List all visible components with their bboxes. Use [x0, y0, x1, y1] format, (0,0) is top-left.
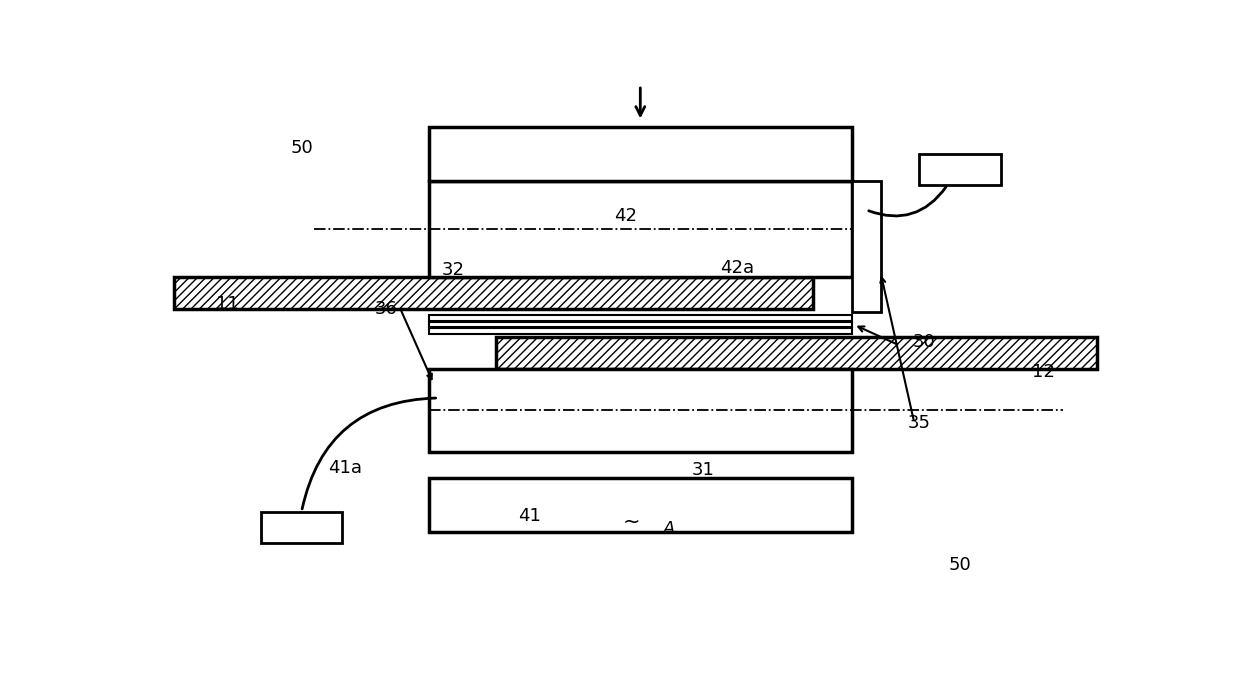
Text: 50: 50 — [290, 140, 314, 157]
Text: 42: 42 — [614, 207, 637, 225]
Bar — [174, 277, 813, 309]
Bar — [429, 127, 852, 181]
Bar — [429, 315, 852, 321]
Bar — [429, 478, 852, 532]
Text: A: A — [663, 520, 676, 538]
Bar — [496, 337, 1096, 369]
Bar — [852, 181, 880, 312]
Text: 41a: 41a — [329, 459, 362, 477]
Text: ~: ~ — [622, 512, 640, 532]
Bar — [260, 512, 342, 543]
Text: 36: 36 — [374, 300, 397, 318]
Text: 12: 12 — [1033, 363, 1055, 381]
Bar — [429, 369, 852, 452]
Text: 30: 30 — [913, 333, 935, 351]
Text: 50: 50 — [949, 555, 972, 574]
Bar — [919, 154, 1001, 185]
Bar — [429, 328, 852, 334]
Text: 11: 11 — [216, 295, 238, 313]
Bar — [429, 181, 852, 277]
Text: 42a: 42a — [720, 259, 754, 277]
Text: 35: 35 — [908, 415, 930, 433]
Bar — [429, 321, 852, 328]
Text: 31: 31 — [692, 461, 714, 479]
Text: 32: 32 — [441, 262, 465, 279]
Text: 41: 41 — [518, 507, 541, 525]
